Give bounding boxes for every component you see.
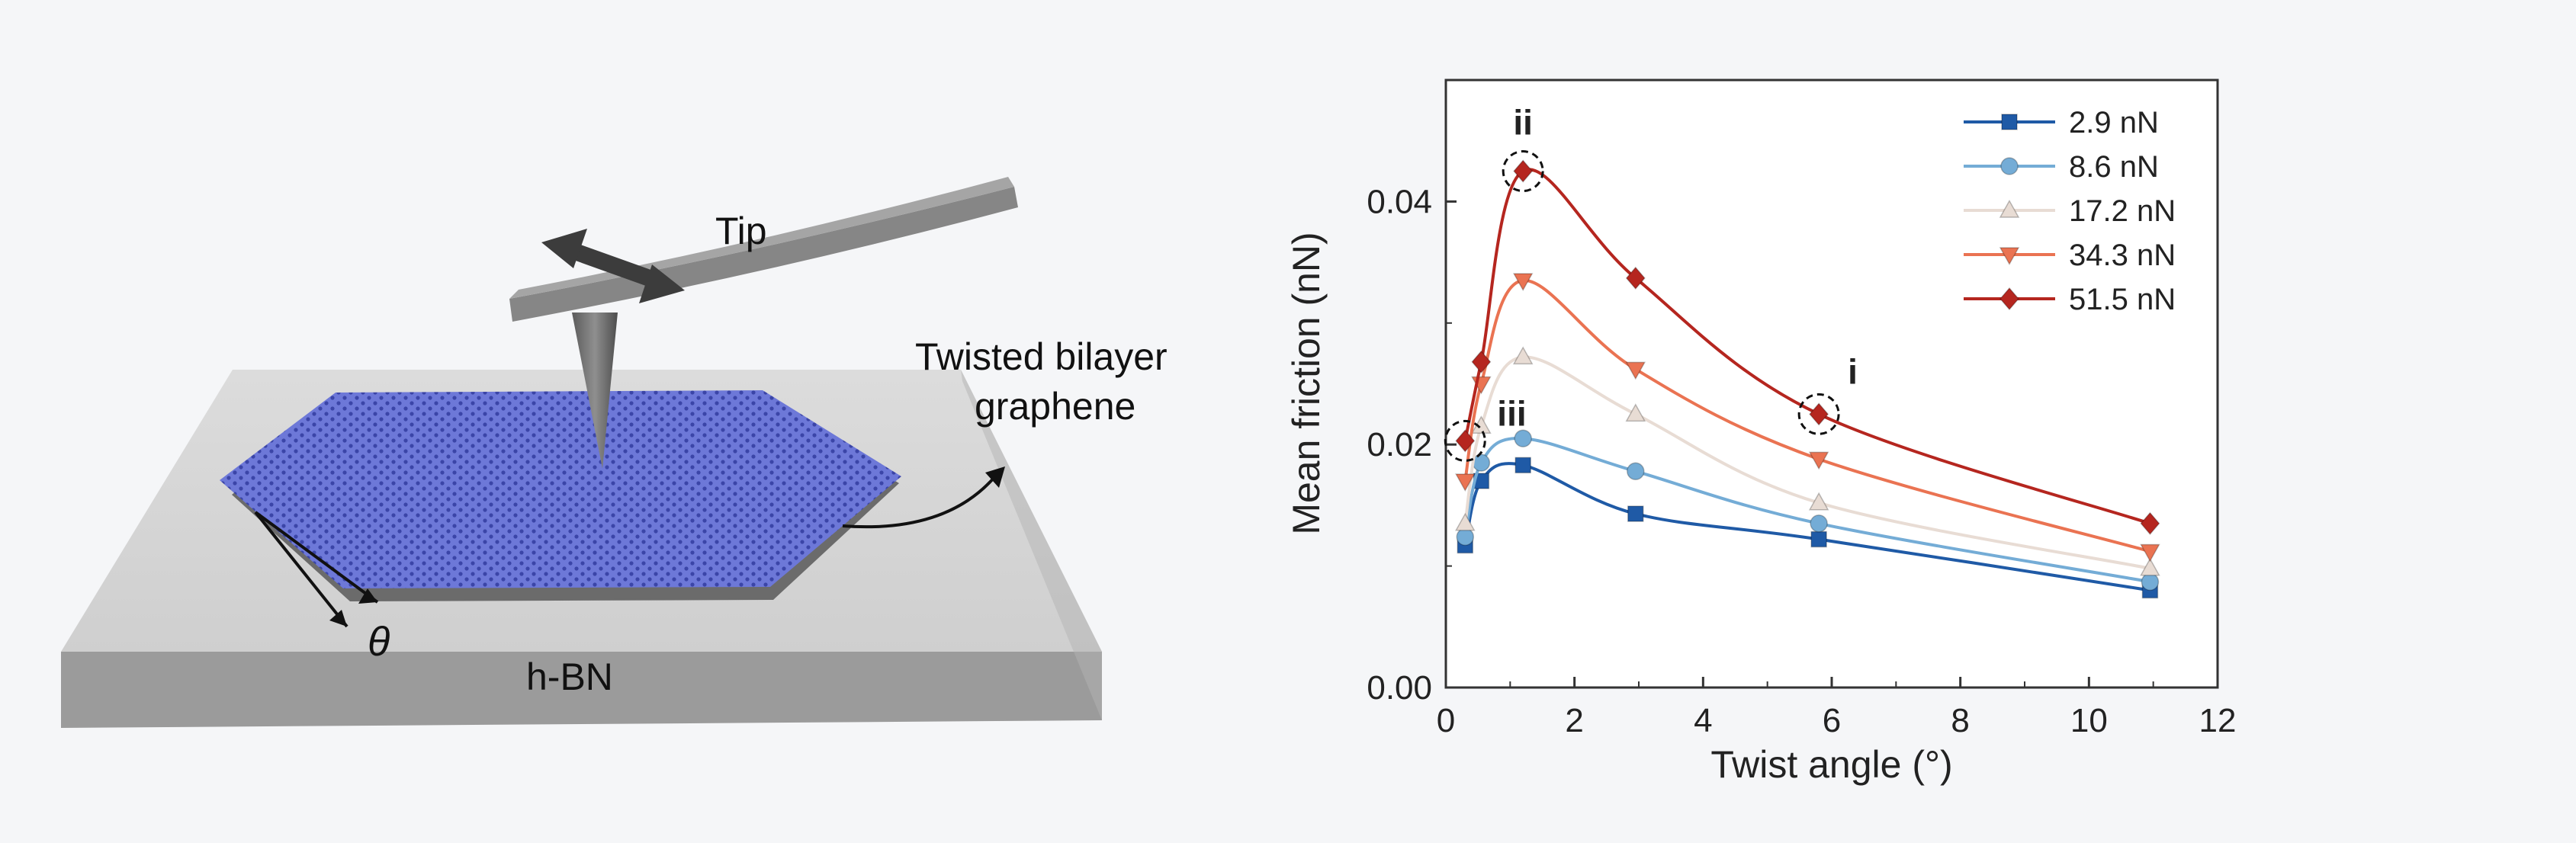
legend-label: 8.6 nN bbox=[2069, 150, 2159, 184]
y-tick-label: 0.02 bbox=[1367, 426, 1432, 463]
afm-tip bbox=[572, 313, 618, 469]
series-51-5-nn bbox=[1455, 159, 2160, 535]
data-point bbox=[1512, 273, 1534, 292]
tip-label: Tip bbox=[715, 210, 767, 252]
annotation-label: i bbox=[1848, 351, 1858, 391]
legend-marker bbox=[1999, 287, 2019, 311]
plot-frame bbox=[1444, 79, 2219, 689]
legend-item: 8.6 nN bbox=[1964, 150, 2159, 184]
data-point bbox=[1471, 350, 1492, 373]
series-line bbox=[1463, 168, 2151, 525]
legend-marker bbox=[2001, 114, 2018, 130]
data-point bbox=[2140, 511, 2160, 535]
data-point bbox=[1627, 505, 1644, 522]
legend: 2.9 nN 8.6 nN 17.2 nN 34.3 nN 51.5 nN bbox=[1964, 106, 2176, 316]
data-point bbox=[1455, 512, 1476, 531]
data-point bbox=[1810, 530, 1827, 548]
legend-marker bbox=[2000, 157, 2019, 175]
y-tick-label: 0.00 bbox=[1367, 669, 1432, 707]
legend-label: 17.2 nN bbox=[2069, 194, 2176, 228]
data-point bbox=[1625, 266, 1646, 290]
scan-direction-arrow bbox=[541, 229, 685, 303]
x-tick-label: 12 bbox=[2199, 702, 2237, 739]
annotation-circle bbox=[1502, 150, 1544, 193]
series-layer bbox=[1455, 159, 2160, 599]
label-pointer-arrow bbox=[842, 475, 997, 529]
legend-marker bbox=[1999, 199, 2020, 218]
angle-marker bbox=[254, 511, 379, 628]
data-point bbox=[1808, 492, 1829, 511]
legend-item: 2.9 nN bbox=[1964, 106, 2159, 139]
annotation-circle bbox=[1797, 393, 1840, 435]
angle-theta-label: θ bbox=[368, 619, 390, 665]
legend-item: 34.3 nN bbox=[1964, 239, 2176, 272]
data-point bbox=[1456, 527, 1475, 547]
data-point bbox=[1625, 403, 1646, 422]
annotation-circle bbox=[1444, 419, 1486, 462]
x-axis-label: Twist angle (°) bbox=[1710, 743, 1952, 786]
data-point bbox=[1455, 473, 1476, 492]
x-tick-label: 6 bbox=[1823, 702, 1841, 739]
data-point bbox=[1808, 451, 1829, 470]
data-point bbox=[2140, 557, 2160, 576]
x-tick-label: 10 bbox=[2070, 702, 2108, 739]
data-point bbox=[1627, 462, 1645, 481]
legend-label: 2.9 nN bbox=[2069, 106, 2159, 139]
y-axis-label: Mean friction (nN) bbox=[1285, 232, 1328, 534]
hbn-label: h-BN bbox=[526, 655, 613, 698]
x-tick-label: 4 bbox=[1694, 702, 1712, 739]
data-point bbox=[1625, 361, 1646, 380]
data-point bbox=[1514, 429, 1532, 447]
data-point bbox=[1809, 402, 1829, 426]
x-tick-label: 8 bbox=[1951, 702, 1969, 739]
schematic-illustration: θ Tip Twisted bilayer graphene h-BN bbox=[61, 177, 1168, 728]
x-tick-label: 2 bbox=[1565, 702, 1583, 739]
legend-label: 34.3 nN bbox=[2069, 239, 2176, 272]
data-point bbox=[1514, 457, 1531, 474]
axes: 0 2 4 6 8 10 12 0.00 0.02 0.04 bbox=[1367, 183, 2236, 739]
x-tick-label: 0 bbox=[1437, 702, 1455, 739]
data-point bbox=[2140, 543, 2160, 563]
legend-item: 17.2 nN bbox=[1964, 194, 2176, 228]
twisted-bilayer-label-line1: Twisted bilayer bbox=[915, 335, 1168, 378]
data-point bbox=[1512, 346, 1534, 365]
series-8-6-nn bbox=[1456, 429, 2160, 591]
twisted-bilayer-label-line2: graphene bbox=[975, 385, 1135, 428]
data-point bbox=[2141, 572, 2160, 591]
data-point bbox=[1513, 159, 1534, 183]
annotation-label: ii bbox=[1513, 103, 1533, 143]
data-point bbox=[1455, 429, 1476, 453]
annotation-label: iii bbox=[1497, 393, 1526, 433]
y-tick-label: 0.04 bbox=[1367, 183, 1432, 220]
legend-marker bbox=[1999, 247, 2020, 266]
twisted-bilayer-graphene bbox=[220, 390, 901, 601]
plot-area bbox=[1444, 79, 2219, 689]
legend-label: 51.5 nN bbox=[2069, 283, 2176, 316]
series-34-3-nn bbox=[1455, 273, 2160, 563]
data-point bbox=[1810, 514, 1828, 533]
legend-item: 51.5 nN bbox=[1964, 283, 2176, 316]
series-17-2-nn bbox=[1455, 346, 2160, 576]
